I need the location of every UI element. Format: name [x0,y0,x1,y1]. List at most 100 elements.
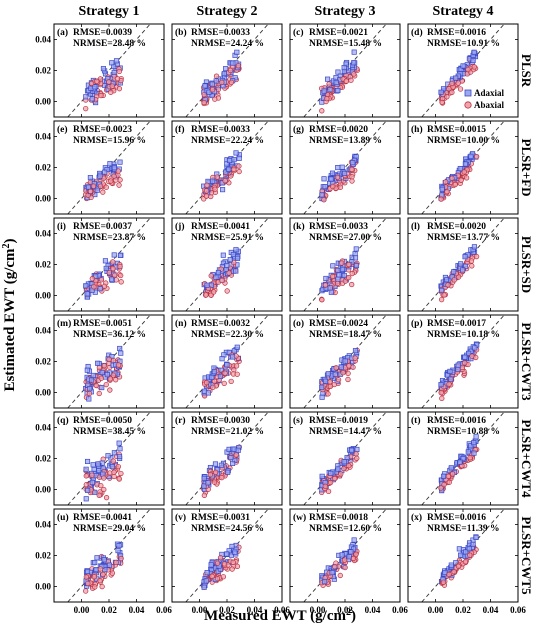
rmse-label: RMSE=0.0019 [309,416,368,426]
nrmse-label: NRMSE=25.91 % [191,233,264,243]
scatter-points [83,440,124,502]
x-tick-label: 0.04 [129,605,145,615]
abaxial-point [101,363,108,369]
y-tick-label: 0.02 [35,454,51,464]
scatter-points [83,541,124,594]
scatter-points [201,247,242,298]
adaxial-point [330,263,336,269]
x-tick-label: 0.06 [156,605,172,615]
panel-label: (q) [57,415,69,426]
adaxial-point [329,170,336,176]
scatter-points [201,49,242,107]
abaxial-point [115,463,122,470]
abaxial-point [438,390,444,396]
y-tick-label: 0.04 [35,229,51,239]
abaxial-point [353,551,359,557]
abaxial-point [236,163,242,169]
abaxial-point [212,469,219,475]
adaxial-point [354,446,360,453]
abaxial-point [351,71,357,77]
y-tick-label: 0.04 [35,132,51,142]
panel-label: (s) [293,415,303,426]
rmse-label: RMSE=0.0032 [191,319,250,329]
rmse-label: RMSE=0.0041 [73,513,132,523]
abaxial-point [229,566,235,572]
rmse-label: RMSE=0.0016 [427,513,486,523]
adaxial-point [342,170,348,176]
abaxial-point [341,557,348,563]
panel-label: (d) [411,27,423,38]
abaxial-point [103,381,109,388]
adaxial-point [457,165,463,172]
abaxial-point [439,395,445,402]
adaxial-point [85,487,91,493]
nrmse-label: NRMSE=15.96 % [73,136,146,146]
adaxial-point [111,450,117,456]
adaxial-point [226,166,232,172]
panel-label: (w) [293,512,306,523]
rmse-label: RMSE=0.0023 [73,125,132,135]
abaxial-point [111,173,117,179]
adaxial-point [100,66,106,72]
abaxial-point [114,76,121,82]
abaxial-point [207,472,214,478]
abaxial-point [85,580,91,587]
adaxial-point [208,562,214,568]
adaxial-point [470,541,476,547]
abaxial-point [96,364,103,371]
abaxial-point [334,174,341,180]
adaxial-point [89,479,95,485]
adaxial-point [471,450,477,456]
adaxial-point [236,155,242,161]
rmse-label: RMSE=0.0033 [309,222,368,232]
adaxial-point [224,362,230,368]
adaxial-point [99,369,105,375]
abaxial-point [473,253,480,260]
adaxial-point [235,447,241,453]
y-tick-label: 0.00 [35,388,51,398]
abaxial-point [212,96,218,102]
rmse-label: RMSE=0.0015 [427,125,486,135]
adaxial-point [210,178,216,184]
abaxial-point [474,154,480,160]
abaxial-point [438,296,445,303]
adaxial-point [230,460,236,467]
adaxial-point [455,362,461,368]
adaxial-point [225,469,231,475]
x-tick-label: 0.00 [74,605,90,615]
abaxial-point [471,64,477,70]
adaxial-point [215,269,221,276]
abaxial-point [468,258,475,264]
abaxial-point [226,270,232,276]
abaxial-point [228,378,234,385]
adaxial-point [117,252,123,258]
abaxial-point [342,564,348,571]
row-title-3: PLSR+SD [519,236,534,293]
abaxial-point [116,68,122,75]
abaxial-point [444,188,450,195]
abaxial-point [441,481,447,488]
abaxial-point [222,178,228,184]
adaxial-point [233,247,239,253]
nrmse-label: NRMSE=11.39 % [427,524,499,534]
adaxial-point [83,466,89,472]
abaxial-point [109,83,115,89]
abaxial-point [455,274,462,280]
nrmse-label: NRMSE=18.47 % [309,330,382,340]
abaxial-point [326,81,332,87]
adaxial-point [341,65,347,71]
abaxial-point [349,174,355,180]
adaxial-point [209,81,215,87]
adaxial-point [440,473,447,479]
adaxial-point [346,554,352,560]
x-tick-label: 0.00 [428,605,444,615]
rmse-label: RMSE=0.0039 [73,28,132,38]
panel-label: (x) [411,512,422,523]
adaxial-point [83,283,89,289]
adaxial-point [462,161,468,167]
abaxial-point [219,474,225,481]
adaxial-point [202,83,208,89]
